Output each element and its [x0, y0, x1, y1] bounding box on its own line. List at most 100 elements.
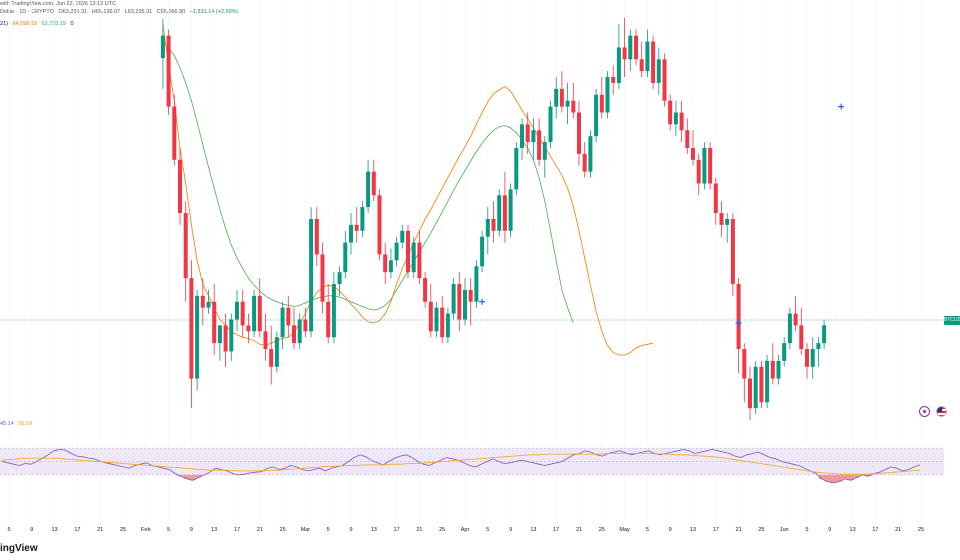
- candle-body: [406, 230, 410, 273]
- candle-body: [320, 254, 325, 302]
- x-tick-label: 17: [234, 527, 240, 533]
- x-tick-label: 25: [280, 527, 286, 533]
- candle-body: [274, 337, 279, 367]
- x-tick-label: 21: [576, 527, 582, 533]
- open-value: O63,235.31: [58, 9, 88, 15]
- x-tick-label: 13: [530, 527, 536, 533]
- candle-body: [525, 124, 530, 143]
- x-tick-label: 25: [439, 527, 445, 533]
- candle-body: [468, 289, 473, 302]
- candle-body: [195, 295, 200, 379]
- candle-body: [725, 218, 730, 225]
- x-axis: 5 9 13 17 21 25 Feb 5 9 13 17 21 25 Mar 5 9 13 17 21 25 Apr 5…: [7, 527, 924, 533]
- candle-body: [423, 278, 428, 302]
- candle-body: [616, 47, 621, 83]
- candle-body: [782, 343, 787, 361]
- candle-body: [765, 360, 770, 403]
- candle-body: [263, 331, 268, 350]
- candle-body: [554, 88, 559, 107]
- x-tick-label: Jun: [780, 527, 789, 533]
- x-tick-label: 9: [30, 527, 33, 533]
- reset-view-icon[interactable]: [919, 406, 930, 417]
- cross-marker: [838, 103, 845, 110]
- x-tick-label: 9: [509, 527, 512, 533]
- x-tick-label: 13: [211, 527, 217, 533]
- candle-body: [736, 284, 741, 350]
- candle-body: [537, 130, 542, 160]
- candle-body: [491, 218, 496, 231]
- x-tick-label: 5: [646, 527, 649, 533]
- candle-body: [651, 41, 656, 83]
- candle-body: [542, 142, 547, 160]
- rsi-legend[interactable]: 45.14 36.59: [0, 421, 32, 427]
- candle-body: [394, 242, 399, 261]
- x-tick-label: May: [619, 527, 630, 533]
- ema-legend-line[interactable]: 21) 64,598.83 63,735.19 0: [0, 20, 77, 28]
- candle-body: [645, 41, 650, 72]
- candle-body: [719, 213, 724, 225]
- candle-body: [691, 148, 695, 160]
- ema-fast-value: 64,598.83: [12, 21, 37, 27]
- candle-body: [371, 171, 376, 196]
- x-tick-label: 5: [805, 527, 808, 533]
- candle-body: [599, 94, 604, 113]
- candle-body: [679, 112, 684, 131]
- candle-body: [753, 366, 758, 409]
- candle-body: [634, 35, 638, 60]
- candle-body: [611, 77, 616, 83]
- candle-body: [337, 272, 342, 284]
- x-tick-label: 9: [828, 527, 831, 533]
- high-value: H65,136.07: [91, 9, 121, 15]
- candle-body: [805, 349, 809, 367]
- candle-body: [269, 349, 274, 367]
- x-tick-label: 17: [74, 527, 80, 533]
- x-tick-label: 25: [120, 527, 126, 533]
- x-tick-label: 21: [895, 527, 901, 533]
- candle-body: [451, 284, 456, 314]
- candle-body: [223, 325, 228, 352]
- x-tick-label: Feb: [141, 527, 150, 533]
- candle-body: [434, 307, 439, 332]
- rsi-oversold-fill: [177, 474, 872, 483]
- candle-body: [685, 130, 690, 148]
- candle-body: [360, 207, 365, 231]
- candle-body: [622, 47, 627, 60]
- x-tick-label: 17: [553, 527, 559, 533]
- ema-slow-value: 63,735.19: [41, 21, 66, 27]
- candle-body: [588, 136, 593, 172]
- candle-body: [730, 218, 735, 284]
- cross-marker: [735, 320, 742, 327]
- candle-body: [799, 325, 804, 350]
- candle-body: [240, 301, 245, 326]
- x-tick-label: 21: [736, 527, 742, 533]
- x-tick-label: 13: [52, 527, 58, 533]
- candle-body: [531, 130, 536, 143]
- chart-grid: [8, 0, 922, 520]
- x-tick-label: 21: [416, 527, 422, 533]
- candle-body: [577, 112, 581, 154]
- candle-body: [206, 301, 211, 308]
- candle-body: [246, 325, 251, 332]
- low-value: L63,235.31: [124, 9, 153, 15]
- x-tick-label: Apr: [461, 527, 470, 533]
- candle-body: [314, 218, 319, 255]
- candle-body: [366, 171, 371, 208]
- candle-body: [639, 59, 644, 72]
- candle-body: [822, 325, 827, 344]
- publisher-text: with TradingView.com, Jun 22, 2026 13:12…: [0, 1, 117, 7]
- crossover-markers: [479, 103, 845, 327]
- x-tick-label: 5: [486, 527, 489, 533]
- candle-body: [178, 159, 182, 214]
- last-price-tag: BTCUSD: [944, 316, 960, 325]
- candle-body: [497, 195, 502, 231]
- x-tick-label: 9: [190, 527, 193, 533]
- candle-body: [257, 295, 262, 332]
- candle-body: [411, 242, 416, 273]
- x-tick-label: 21: [97, 527, 103, 533]
- rsi-ma-value: 36.59: [18, 421, 33, 427]
- ema-slow-line: [162, 41, 574, 324]
- candle-body: [605, 77, 610, 113]
- candle-body: [565, 100, 570, 107]
- candle-body: [770, 360, 775, 379]
